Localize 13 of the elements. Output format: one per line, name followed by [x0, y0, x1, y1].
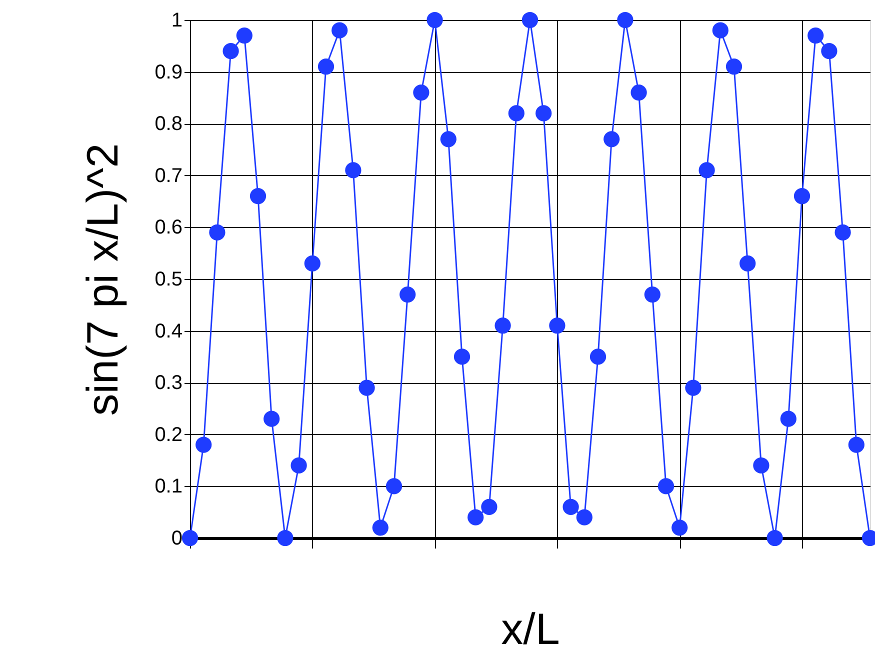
x-axis-title: x/L	[501, 605, 560, 654]
y-tick-label: 0.1	[154, 476, 182, 498]
y-tick-label: 0.5	[154, 268, 182, 290]
y-tick-label: 0.4	[154, 320, 182, 342]
y-axis-title: sin(7 pi x/L)^2	[78, 143, 128, 416]
y-tick-label: 1	[171, 10, 182, 32]
y-tick-label: 0.9	[154, 61, 182, 84]
y-tick-label: 0.8	[154, 113, 182, 136]
y-tick-label: 0.3	[154, 372, 182, 394]
y-tick-label: 0.2	[154, 424, 182, 446]
y-tick-label: 0.7	[154, 164, 182, 187]
y-tick-label: 0	[171, 528, 182, 550]
y-tick-label: 0.6	[154, 216, 182, 239]
